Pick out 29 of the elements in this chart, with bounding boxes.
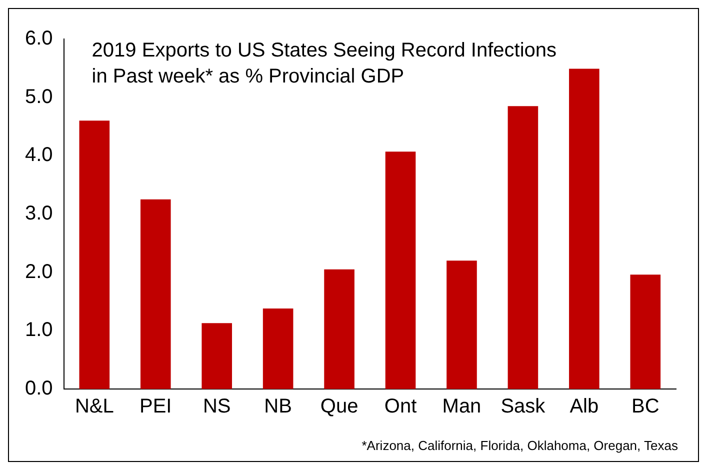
y-tick-label: 2.0 [24,260,53,283]
y-tick-label: 6.0 [24,28,53,50]
text: 2019 Exports to US States Seeing Record Infections in Past week* as % Provincial GDP [92,40,557,88]
text: *Arizona, California, Florida, Oklahoma, Oregan, Texas [362,438,678,454]
x-tick-label: N&L [74,396,114,418]
bar [202,323,232,389]
y-tick-label: 1.0 [24,319,53,342]
x-tick-label: NS [202,396,231,418]
x-tick-label: Ont [384,396,418,418]
bar [569,68,600,389]
bar [324,269,354,389]
x-tick-label: NB [264,396,292,418]
bar [508,106,538,389]
bar [262,308,294,389]
x-tick-label: Man [442,396,482,418]
x-tick-label: PEI [140,396,172,418]
y-tick-label: 3.0 [24,202,53,225]
bar [140,199,171,389]
y-tick-label: 5.0 [24,86,53,108]
x-tick-label: Alb [570,396,599,418]
y-tick-label: 0.0 [24,378,53,400]
y-tick-label: 4.0 [24,144,53,166]
bar [79,120,110,389]
x-tick-label: BC [631,396,660,418]
bar [446,260,477,389]
x-tick-label: Sask [500,396,546,418]
bar [630,274,661,389]
x-tick-label: Que [320,396,358,418]
bar [385,152,416,389]
